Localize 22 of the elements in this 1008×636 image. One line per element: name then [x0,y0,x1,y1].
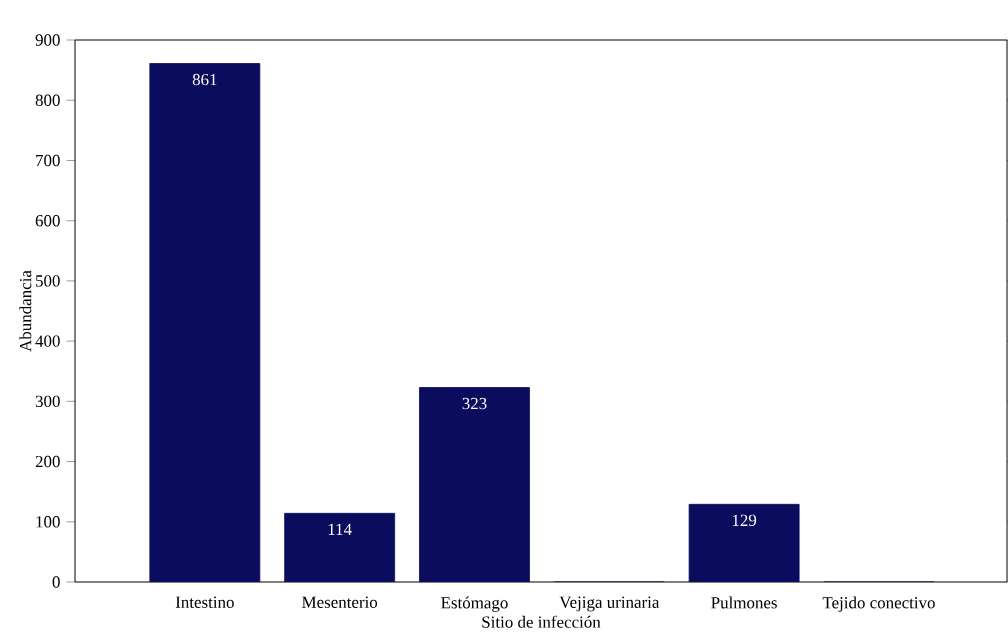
data-label: 323 [462,397,487,410]
y-tick-label: 600 [35,214,60,227]
y-tick-label: 100 [36,516,60,528]
y-tick-label: 900 [35,34,60,46]
y-tick-label: 300 [35,395,60,408]
data-label: 114 [328,523,352,535]
y-tick-label: 0 [52,576,60,588]
x-axis-title: Sitio de infección [482,615,601,628]
x-tick-label: Estómago [441,596,508,612]
y-axis-title: Abundancia [19,270,32,352]
data-label: 861 [192,73,217,86]
y-tick-label: 800 [35,94,60,106]
x-tick-label: Intestino [175,596,234,608]
y-tick-label: 500 [36,275,60,287]
x-tick-label: Vejiga urinaria [559,596,660,612]
y-tick-label: 400 [35,335,60,347]
x-tick-label: Mesenterio [302,596,378,608]
data-label: 129 [732,514,757,527]
x-tick-label: Tejido conectivo [822,596,935,612]
x-tick-label: Pulmones [711,596,777,609]
y-tick-label: 200 [35,455,60,468]
y-tick-label: 700 [36,154,60,167]
